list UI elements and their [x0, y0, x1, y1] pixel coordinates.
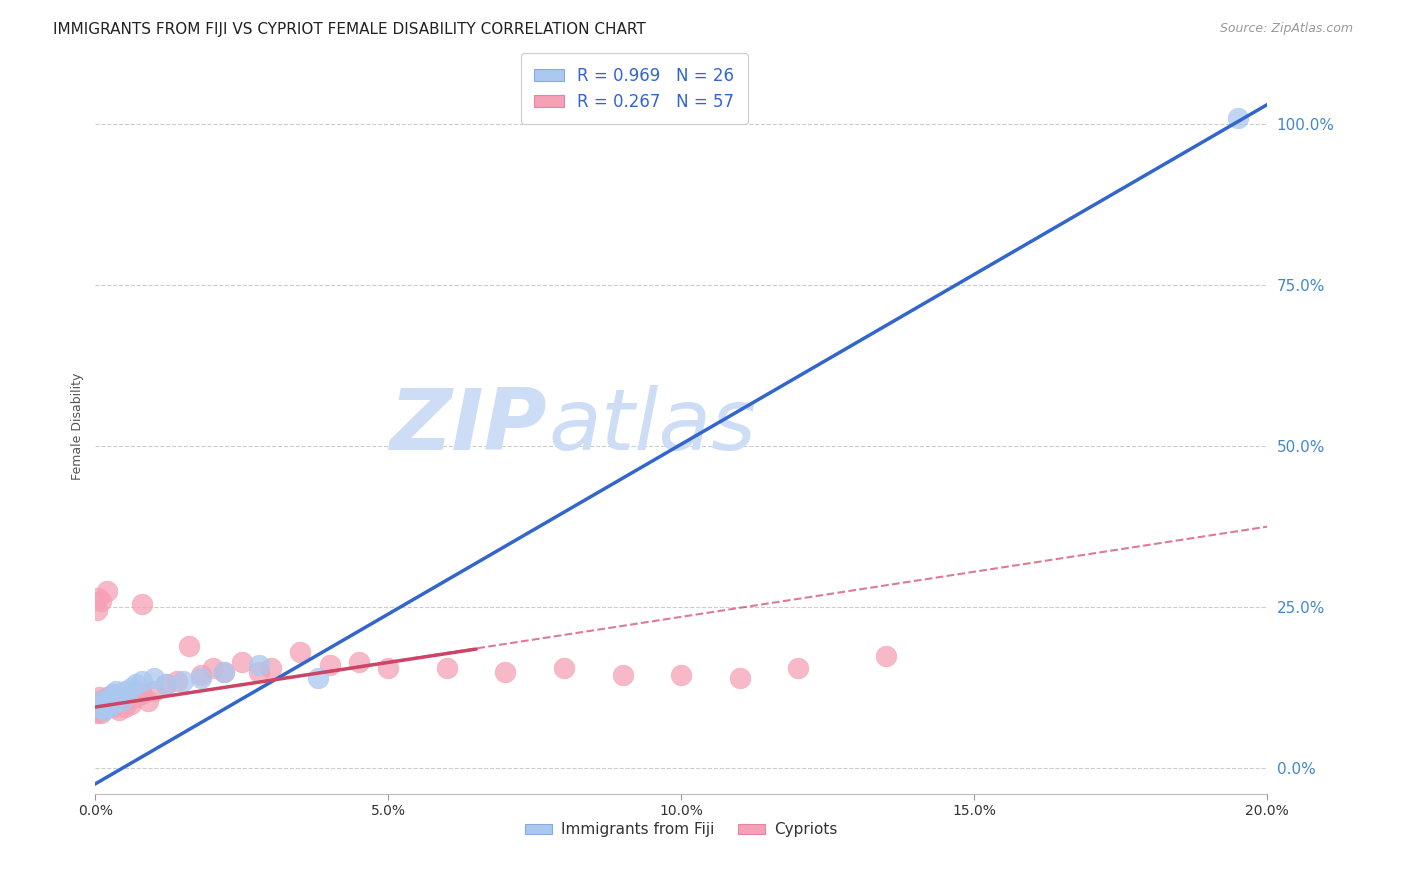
Point [101, 687, 124, 701]
Point [98, 690, 121, 705]
Point [669, 668, 692, 682]
Point [86, 591, 108, 605]
Point [111, 693, 134, 707]
Point [89, 700, 111, 714]
Point [86, 706, 108, 721]
Point [107, 693, 129, 707]
Point [318, 658, 340, 673]
Point [94, 697, 117, 711]
Point [101, 687, 124, 701]
Point [155, 677, 177, 691]
Point [1226, 111, 1249, 125]
Point [91, 700, 114, 714]
Point [90, 706, 112, 721]
Point [436, 661, 458, 675]
Point [875, 648, 897, 663]
Point [494, 665, 516, 679]
Point [131, 674, 153, 689]
Point [177, 639, 200, 653]
Point [201, 661, 224, 675]
Point [114, 684, 136, 698]
Point [96, 700, 118, 714]
Text: Source: ZipAtlas.com: Source: ZipAtlas.com [1219, 22, 1353, 36]
Point [728, 671, 751, 685]
Point [101, 700, 124, 714]
Point [114, 700, 136, 714]
Point [107, 687, 129, 701]
Point [290, 645, 312, 659]
Point [125, 677, 148, 691]
Point [260, 661, 283, 675]
Point [212, 665, 235, 679]
Point [120, 697, 142, 711]
Legend: Immigrants from Fiji, Cypriots: Immigrants from Fiji, Cypriots [517, 815, 845, 845]
Point [89, 690, 111, 705]
Point [96, 690, 118, 705]
Point [93, 703, 115, 717]
Point [247, 658, 270, 673]
Point [87, 697, 110, 711]
Point [125, 684, 148, 698]
Point [125, 690, 148, 705]
Point [89, 700, 111, 714]
Point [86, 700, 108, 714]
Point [111, 690, 134, 705]
Text: atlas: atlas [548, 385, 756, 468]
Point [86, 703, 108, 717]
Point [120, 681, 142, 695]
Point [377, 661, 399, 675]
Point [247, 665, 270, 679]
Point [142, 671, 165, 685]
Point [553, 661, 575, 675]
Point [91, 697, 114, 711]
Point [87, 693, 110, 707]
Point [87, 693, 110, 707]
Point [96, 693, 118, 707]
Text: ZIP: ZIP [389, 385, 547, 468]
Point [787, 661, 810, 675]
Point [136, 693, 159, 707]
Point [347, 655, 370, 669]
Text: IMMIGRANTS FROM FIJI VS CYPRIOT FEMALE DISABILITY CORRELATION CHART: IMMIGRANTS FROM FIJI VS CYPRIOT FEMALE D… [53, 22, 647, 37]
Point [90, 703, 112, 717]
Point [120, 687, 142, 701]
Point [612, 668, 634, 682]
Point [86, 603, 108, 617]
Point [90, 593, 112, 607]
Point [307, 671, 329, 685]
Point [94, 697, 117, 711]
Point [90, 697, 112, 711]
Point [90, 703, 112, 717]
Point [166, 674, 188, 689]
Point [93, 693, 115, 707]
Point [96, 584, 118, 599]
Point [97, 697, 120, 711]
Y-axis label: Female Disability: Female Disability [72, 373, 84, 481]
Point [131, 687, 153, 701]
Point [142, 684, 165, 698]
Point [107, 703, 129, 717]
Point [114, 693, 136, 707]
Point [101, 697, 124, 711]
Point [190, 668, 212, 682]
Point [155, 677, 177, 691]
Point [97, 700, 120, 714]
Point [104, 684, 127, 698]
Point [231, 655, 253, 669]
Point [212, 665, 235, 679]
Point [90, 700, 112, 714]
Point [104, 690, 127, 705]
Point [131, 597, 153, 611]
Point [98, 693, 121, 707]
Point [91, 697, 114, 711]
Point [93, 700, 115, 714]
Point [172, 674, 194, 689]
Point [101, 697, 124, 711]
Point [190, 671, 212, 685]
